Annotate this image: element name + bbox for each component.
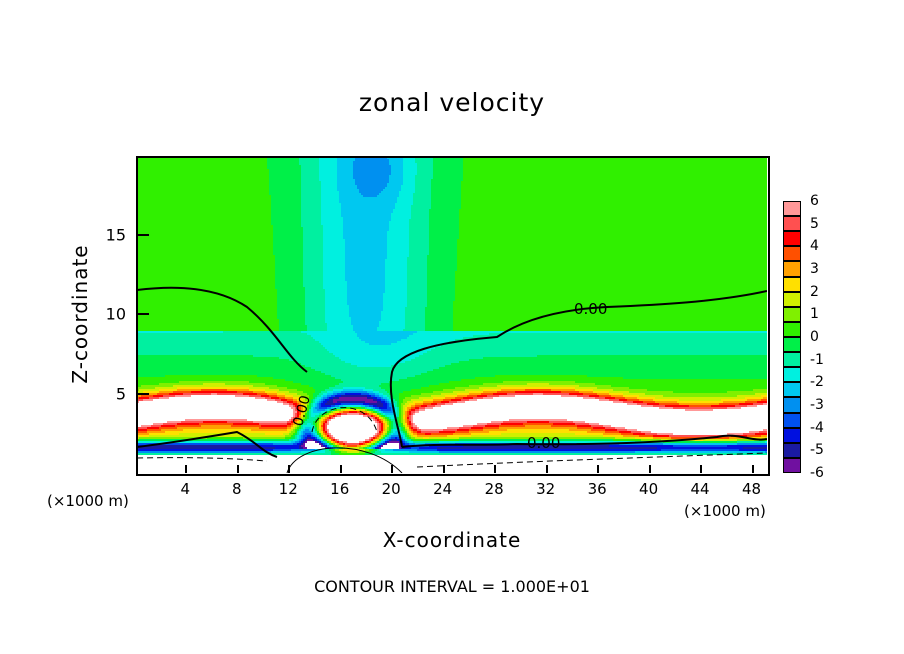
colorbar-swatch	[783, 352, 801, 368]
x-tick-label: 36	[587, 480, 607, 498]
zero-contour-lower	[401, 434, 767, 448]
colorbar-swatch	[783, 412, 801, 428]
colorbar-swatch	[783, 321, 801, 337]
colorbar-tick-label: 6	[810, 193, 819, 209]
colorbar-tick-label: -2	[810, 374, 824, 391]
y-axis-label: Z-coordinate	[68, 244, 92, 384]
x-tick-mark	[442, 465, 445, 473]
y-tick-mark	[137, 392, 149, 395]
y-tick-mark	[137, 233, 149, 236]
colorbar-swatch	[783, 261, 801, 277]
colorbar-swatch	[783, 231, 801, 247]
y-tick-label: 15	[105, 225, 126, 245]
x-tick-label: 44	[690, 480, 710, 498]
colorbar-tick-label: 3	[810, 261, 819, 277]
plot-frame	[136, 156, 770, 476]
zero-contour-upper-right	[389, 290, 767, 448]
x-tick-mark	[545, 465, 548, 473]
colorbar-swatch	[783, 457, 801, 473]
colorbar-swatch	[783, 337, 801, 353]
x-tick-mark	[236, 465, 239, 473]
near-ground-dashed	[137, 452, 767, 468]
x-unit-label-left: (×1000 m)	[47, 492, 129, 510]
x-tick-label: 48	[742, 480, 762, 498]
x-tick-label: 8	[231, 480, 242, 498]
colorbar-tick-label: 0	[810, 329, 819, 345]
x-tick-mark	[751, 465, 754, 473]
colorbar-swatch	[783, 276, 801, 292]
x-tick-mark	[391, 465, 394, 473]
contour-interval-note: CONTOUR INTERVAL = 1.000E+01	[314, 577, 590, 596]
contour-label: 0.00	[527, 434, 560, 452]
x-tick-mark	[494, 465, 497, 473]
colorbar-swatch	[783, 246, 801, 262]
x-tick-label: 4	[180, 480, 191, 498]
x-axis-label: X-coordinate	[382, 528, 522, 552]
y-tick-label: 10	[105, 304, 126, 324]
colorbar-tick-label: 4	[810, 238, 819, 255]
bubble-contour	[311, 407, 378, 433]
x-tick-mark	[288, 465, 291, 473]
x-tick-label: 12	[278, 480, 298, 498]
chart-title: zonal velocity	[358, 88, 546, 117]
velocity-field	[137, 157, 767, 473]
x-tick-label: 16	[330, 480, 350, 498]
colorbar-swatch	[783, 216, 801, 232]
x-tick-mark	[648, 465, 651, 473]
x-tick-label: 40	[639, 480, 659, 498]
zero-contour-upper-left	[137, 286, 308, 373]
colorbar-swatch	[783, 442, 801, 458]
x-tick-mark	[339, 465, 342, 473]
zero-contour-lower-left	[137, 430, 278, 458]
colorbar-tick-label: 5	[810, 215, 819, 232]
x-tick-label: 32	[536, 480, 556, 498]
x-tick-mark	[700, 465, 703, 473]
colorbar-swatch	[783, 291, 801, 307]
colorbar-tick-label: -6	[810, 465, 824, 481]
colorbar-tick-label: -3	[810, 397, 824, 413]
x-tick-label: 24	[433, 480, 453, 498]
y-tick-label: 5	[115, 384, 126, 404]
x-unit-label-right: (×1000 m)	[684, 502, 766, 520]
colorbar-swatch	[783, 367, 801, 383]
y-tick-mark	[137, 313, 149, 316]
x-tick-mark	[185, 465, 188, 473]
colorbar-tick-label: -1	[810, 351, 824, 368]
contour-label: 0.00	[290, 394, 314, 428]
colorbar-swatch	[783, 382, 801, 398]
contour-label: 0.00	[574, 300, 607, 318]
colorbar-tick-label: 2	[810, 283, 819, 300]
colorbar-swatch	[783, 201, 801, 217]
x-tick-label: 20	[381, 480, 401, 498]
colorbar-swatch	[783, 427, 801, 443]
colorbar-swatch	[783, 306, 801, 322]
colorbar-tick-label: 1	[810, 306, 819, 323]
colorbar-swatch	[783, 397, 801, 413]
x-tick-mark	[597, 465, 600, 473]
plot-area	[137, 157, 767, 473]
colorbar-tick-label: -5	[810, 442, 824, 459]
ground-contour	[286, 447, 403, 473]
contour-overlay: 0.00 0.00 0.00	[137, 286, 767, 473]
colorbar-tick-label: -4	[810, 419, 824, 436]
x-tick-label: 28	[484, 480, 504, 498]
colorbar	[783, 201, 801, 473]
